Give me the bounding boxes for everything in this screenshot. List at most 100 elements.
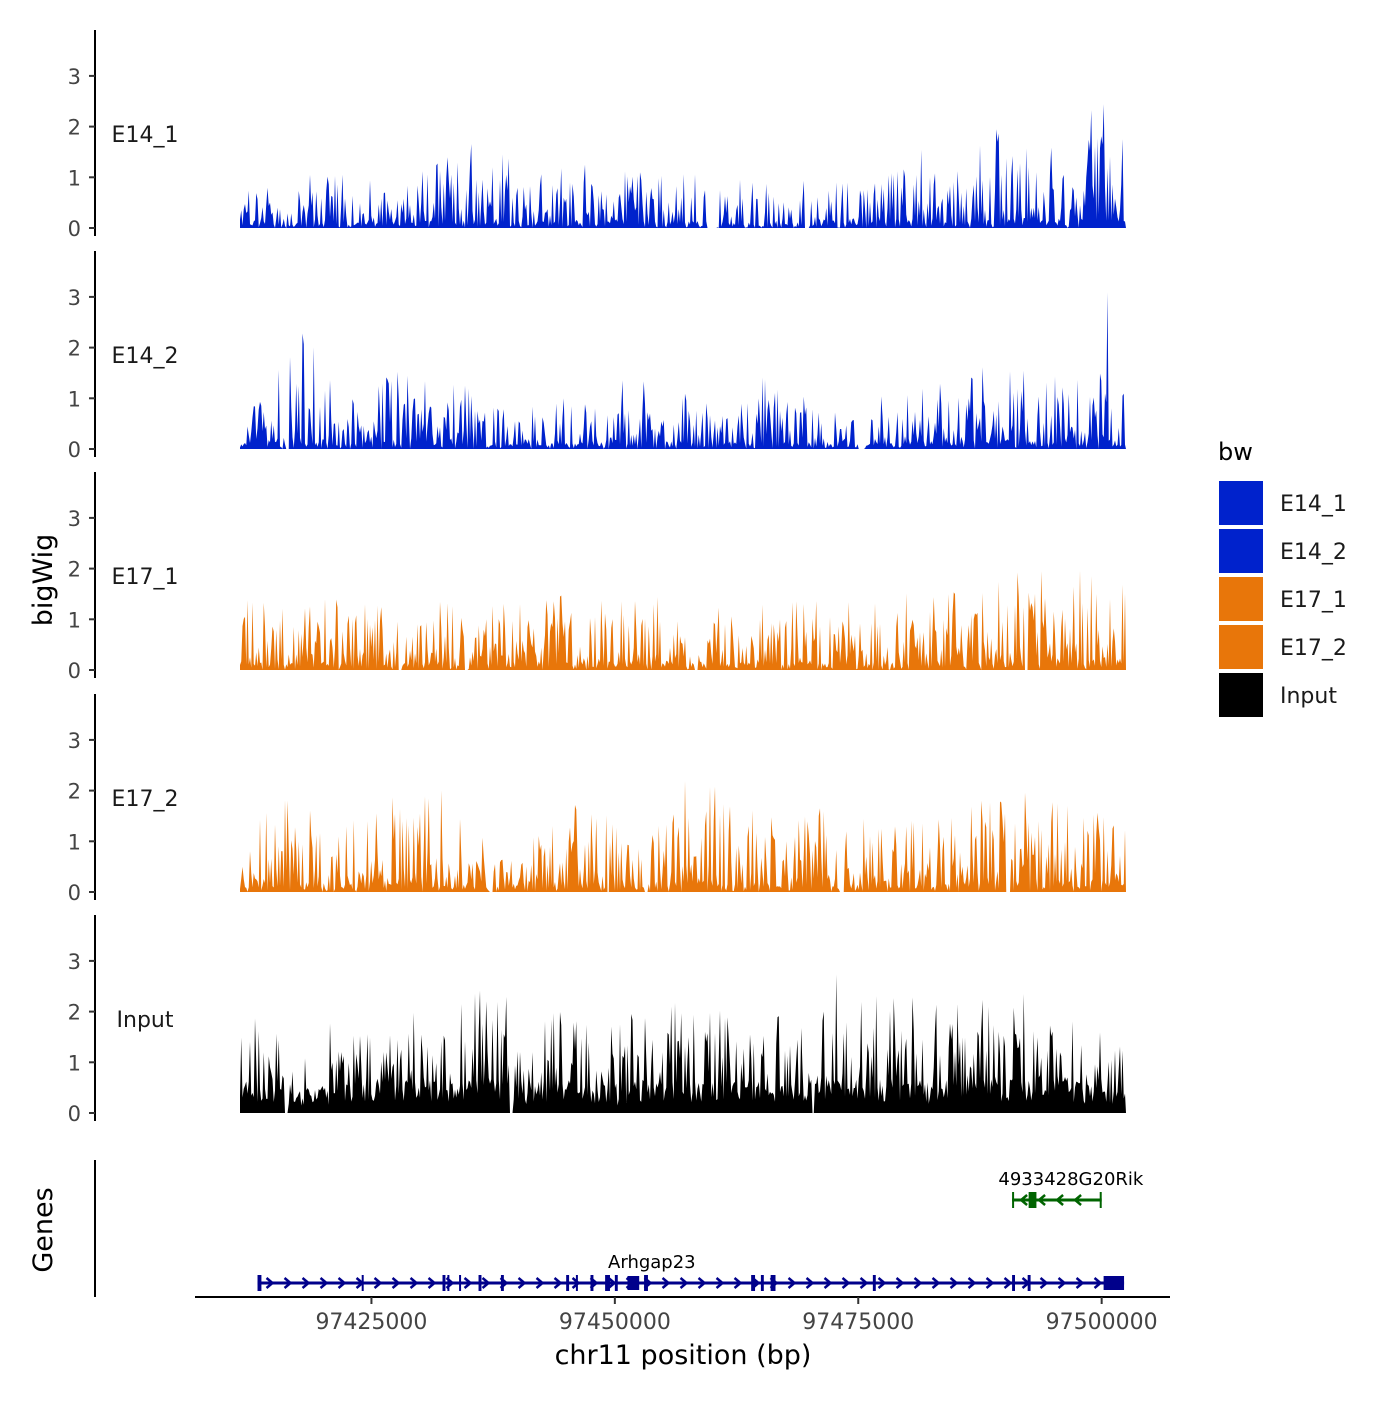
exon bbox=[751, 1275, 756, 1291]
track-label: E14_1 bbox=[112, 123, 179, 148]
x-axis-title: chr11 position (bp) bbox=[555, 1340, 812, 1371]
legend-label: E14_2 bbox=[1280, 540, 1347, 565]
strand-arrow bbox=[481, 1277, 491, 1289]
strand-arrow bbox=[409, 1277, 419, 1289]
coverage-area-e14-2 bbox=[240, 292, 1126, 449]
legend-label: Input bbox=[1280, 684, 1337, 709]
exon bbox=[605, 1275, 610, 1291]
gene-track: Arhgap23 4933428G20Rik bbox=[94, 1160, 1144, 1297]
y-tick-label: 2 bbox=[68, 116, 81, 140]
exon bbox=[442, 1275, 446, 1291]
exon bbox=[478, 1275, 482, 1291]
y-tick-label: 0 bbox=[68, 217, 81, 241]
coverage-area-e14-1 bbox=[240, 104, 1126, 228]
strand-arrow bbox=[967, 1277, 977, 1289]
strand-arrow bbox=[517, 1277, 527, 1289]
strand-arrow bbox=[427, 1277, 437, 1289]
strand-arrow bbox=[265, 1277, 275, 1289]
gene-4933428g20rik: 4933428G20Rik bbox=[998, 1169, 1144, 1208]
strand-arrow bbox=[373, 1277, 383, 1289]
y-tick-label: 3 bbox=[68, 507, 81, 531]
exon bbox=[257, 1275, 262, 1291]
y-tick-label: 1 bbox=[68, 387, 81, 411]
track-label: Input bbox=[117, 1008, 174, 1033]
y-tick-label: 2 bbox=[68, 558, 81, 582]
strand-arrow bbox=[553, 1277, 563, 1289]
x-tick-label: 97500000 bbox=[1046, 1310, 1158, 1335]
strand-arrow bbox=[913, 1277, 923, 1289]
strand-arrow bbox=[607, 1277, 617, 1289]
strand-arrow bbox=[805, 1277, 815, 1289]
y-tick-label: 2 bbox=[68, 337, 81, 361]
gene-arhgap23: Arhgap23 bbox=[257, 1252, 1125, 1291]
track-e14-1: 0 1 2 3 E14_1 bbox=[68, 30, 1126, 241]
exon bbox=[1012, 1275, 1016, 1291]
exon bbox=[590, 1275, 594, 1291]
exon bbox=[770, 1275, 776, 1291]
y-tick-label: 1 bbox=[68, 166, 81, 190]
strand-arrow bbox=[841, 1277, 851, 1289]
track-label: E14_2 bbox=[112, 344, 179, 369]
exon bbox=[1012, 1192, 1015, 1208]
y-tick-label: 0 bbox=[68, 1102, 81, 1126]
strand-arrow bbox=[571, 1277, 581, 1289]
legend: bw E14_1 E14_2 E17_1 E17_2 Input bbox=[1217, 438, 1347, 719]
y-tick-label: 1 bbox=[68, 608, 81, 632]
exon bbox=[872, 1275, 876, 1291]
gene-label: 4933428G20Rik bbox=[998, 1169, 1144, 1190]
y-tick-label: 3 bbox=[68, 65, 81, 89]
exon bbox=[760, 1275, 764, 1291]
exon bbox=[447, 1275, 450, 1291]
strand-arrow bbox=[463, 1277, 473, 1289]
track-label: E17_1 bbox=[112, 565, 179, 590]
strand-arrow bbox=[1073, 1194, 1082, 1206]
exon bbox=[575, 1275, 578, 1291]
exon bbox=[614, 1275, 618, 1291]
coverage-area-e17-2 bbox=[240, 781, 1126, 892]
y-tick-label: 3 bbox=[68, 286, 81, 310]
strand-arrow bbox=[1093, 1277, 1103, 1289]
strand-arrow bbox=[1039, 1277, 1049, 1289]
legend-swatch bbox=[1217, 671, 1265, 719]
legend-item: E14_2 bbox=[1217, 527, 1347, 575]
exon bbox=[361, 1275, 364, 1291]
x-tick-label: 97425000 bbox=[315, 1310, 427, 1335]
strand-arrow bbox=[733, 1277, 743, 1289]
strand-arrow bbox=[391, 1277, 401, 1289]
coverage-tracks: 0 1 2 3 E14_1 0 1 2 3 E14_2 0 1 2 3 E17_1 0 1 2 3 E17_2 0 1 2 3… bbox=[68, 30, 1126, 1126]
legend-label: E17_2 bbox=[1280, 636, 1347, 661]
strand-arrow bbox=[1075, 1277, 1085, 1289]
strand-arrow bbox=[949, 1277, 959, 1289]
track-label: E17_2 bbox=[112, 787, 179, 812]
exon bbox=[1028, 1192, 1037, 1208]
y-tick-label: 1 bbox=[68, 1051, 81, 1075]
exon bbox=[459, 1275, 462, 1291]
y-tick-label: 3 bbox=[68, 950, 81, 974]
exon bbox=[1103, 1276, 1125, 1290]
exon bbox=[1099, 1192, 1102, 1208]
legend-item: E17_1 bbox=[1217, 575, 1347, 623]
legend-swatch bbox=[1217, 527, 1265, 575]
track-input: 0 1 2 3 Input bbox=[68, 915, 1126, 1126]
exon bbox=[500, 1275, 504, 1291]
coverage-area-input bbox=[240, 974, 1126, 1113]
strand-arrow bbox=[823, 1277, 833, 1289]
legend-title: bw bbox=[1218, 438, 1253, 466]
y-tick-label: 0 bbox=[68, 659, 81, 683]
strand-arrow bbox=[895, 1277, 905, 1289]
strand-arrow bbox=[859, 1277, 869, 1289]
exon bbox=[644, 1275, 648, 1291]
legend-item: Input bbox=[1217, 671, 1337, 719]
exon bbox=[1027, 1275, 1031, 1291]
y-axis-title: bigWig bbox=[28, 534, 59, 627]
track-e17-1: 0 1 2 3 E17_1 bbox=[68, 472, 1126, 683]
legend-item: E17_2 bbox=[1217, 623, 1347, 671]
strand-arrow bbox=[877, 1277, 887, 1289]
strand-arrow bbox=[1003, 1277, 1013, 1289]
legend-swatch bbox=[1217, 623, 1265, 671]
strand-arrow bbox=[1057, 1277, 1067, 1289]
legend-swatch bbox=[1217, 479, 1265, 527]
strand-arrow bbox=[1037, 1194, 1046, 1206]
